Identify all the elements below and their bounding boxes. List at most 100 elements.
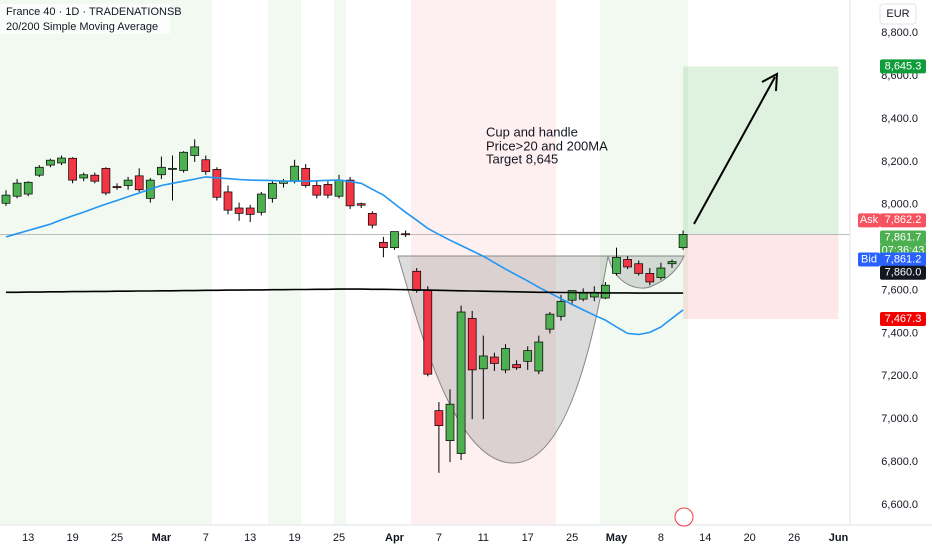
candle-body [179, 151, 188, 171]
candle-body [34, 166, 44, 176]
candle-body [578, 292, 588, 300]
band [411, 0, 556, 525]
header-bg [0, 4, 170, 34]
candle-body [112, 186, 122, 188]
band [268, 0, 301, 525]
price-label: 7,467.3 [885, 313, 922, 325]
candle-body [234, 207, 244, 214]
currency-box[interactable] [879, 3, 917, 25]
candle-body [678, 234, 688, 249]
x-tick-label: Apr [385, 532, 405, 544]
candle-body [68, 157, 77, 181]
x-tick-label: 17 [522, 532, 534, 544]
candle-body [556, 300, 566, 317]
price-label: 7,861.7 [885, 231, 922, 243]
candle-body [545, 313, 555, 330]
stop-zone [683, 234, 839, 320]
countdown-box [880, 244, 926, 257]
x-tick-label: 19 [66, 532, 78, 544]
candle-body [23, 181, 33, 195]
candle-body [490, 356, 499, 364]
logo[interactable] [674, 507, 694, 527]
candle-body [334, 179, 344, 197]
x-tick-label: 13 [244, 532, 256, 544]
x-tick-label: 8 [658, 532, 664, 544]
candle-body [256, 193, 266, 213]
y-tick-label: 8,000.0 [881, 199, 918, 211]
annotation: Target 8,645 [486, 151, 558, 166]
x-tick-label: 25 [333, 532, 345, 544]
band [334, 0, 346, 525]
x-tick-label: 13 [22, 532, 34, 544]
candle-body [390, 231, 399, 249]
position-tool [683, 66, 839, 320]
indicator-title: 20/200 Simple Moving Average [6, 21, 158, 33]
x-tick-label: 7 [203, 532, 209, 544]
candle-body [245, 207, 255, 215]
countdown: 07:36:43 [882, 244, 925, 256]
candle-body [445, 403, 455, 442]
x-tick-label: May [606, 532, 628, 544]
price-label-box [880, 230, 926, 245]
candle-body [190, 146, 200, 156]
price-label-box [880, 213, 926, 228]
candle-body [379, 241, 388, 249]
candle-body [268, 182, 277, 199]
x-tick-label: 7 [436, 532, 442, 544]
x-tick-label: 25 [566, 532, 578, 544]
candle-body [157, 166, 166, 176]
candle-body [567, 290, 577, 301]
price-axis: 6,600.0 6,800.0 7,000.0 7,200.0 7,400.0 7,600… [22, 27, 926, 544]
price-tag-box [858, 252, 880, 267]
y-tick-label: 8,200.0 [881, 156, 918, 168]
x-tick-label: 11 [478, 532, 489, 544]
candle-body [423, 290, 433, 375]
candle-body [601, 284, 610, 299]
candle-body [79, 174, 89, 179]
candle-body [212, 169, 222, 198]
y-tick-label: 7,600.0 [881, 284, 918, 296]
annotation: Price>20 and 200MA [486, 138, 608, 153]
candle-body [667, 261, 677, 265]
target-zone [683, 66, 839, 235]
candle-body [356, 203, 366, 206]
candle-body [456, 311, 466, 454]
candle-body [367, 213, 377, 226]
price-tag: Bid [861, 253, 877, 265]
price-label: 8,645.3 [885, 60, 922, 72]
price-tag: Ask [860, 214, 879, 226]
arrow-head [761, 72, 779, 92]
candle-body [301, 167, 311, 186]
band [0, 0, 212, 525]
y-tick-label: 7,200.0 [881, 370, 918, 382]
x-tick-label: 20 [744, 532, 756, 544]
symbol-title: France 40 · 1D · TRADENATIONSB [6, 6, 182, 18]
candle-body [101, 167, 111, 194]
candle-body [478, 355, 488, 370]
arrow [693, 76, 776, 225]
price-label-box [880, 312, 926, 327]
x-tick-label: Jun [829, 532, 849, 544]
candle-body [123, 179, 133, 186]
candle-body [512, 364, 521, 369]
currency[interactable]: EUR [886, 8, 909, 20]
x-tick-label: 25 [111, 532, 123, 544]
candle-body [345, 179, 355, 207]
price-label-box [880, 59, 926, 74]
candle-body [467, 318, 477, 371]
x-tick-label: 14 [699, 532, 711, 544]
candle-body [90, 174, 100, 182]
price-label: 7,861.2 [885, 253, 922, 265]
candle-body [401, 233, 410, 236]
annotation: Cup and handle [486, 124, 578, 139]
candle-body [168, 167, 177, 170]
candle-body [612, 256, 621, 274]
x-tick-label: 26 [788, 532, 800, 544]
x-tick-label: Mar [152, 532, 172, 544]
candle-body [46, 159, 55, 166]
price-label-box [880, 265, 926, 280]
candle-body [656, 267, 666, 279]
plot [0, 139, 850, 473]
candle-body [501, 348, 510, 371]
